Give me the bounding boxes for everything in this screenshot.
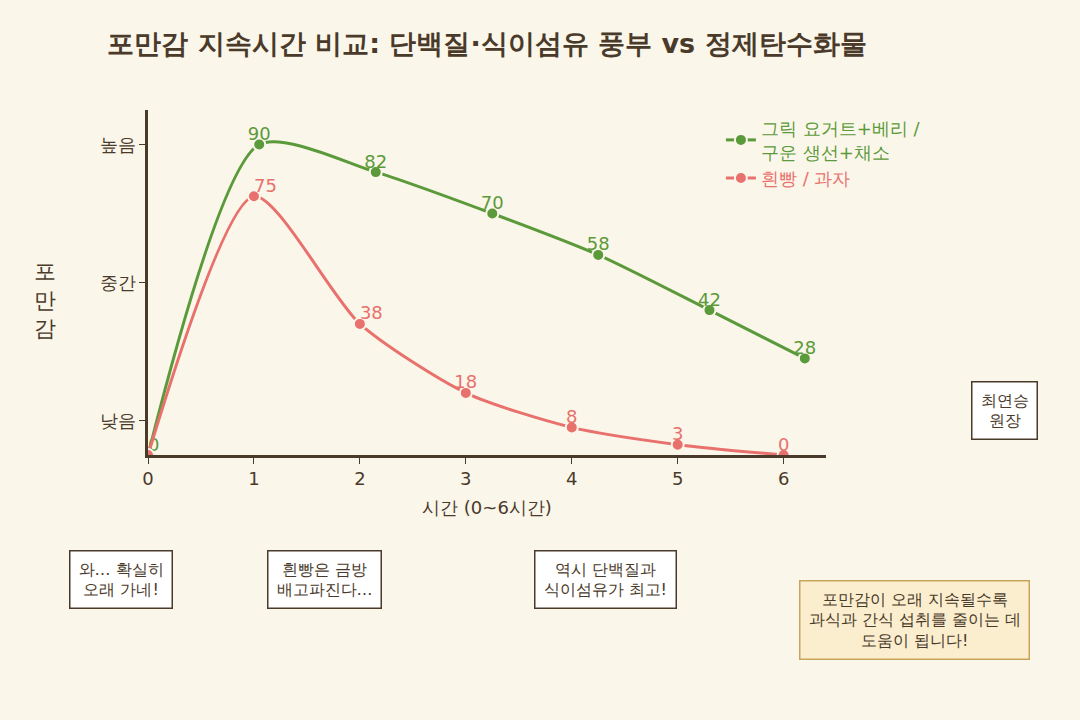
svg-text:8: 8	[566, 406, 577, 427]
svg-text:포만감: 포만감	[34, 259, 56, 341]
svg-text:1: 1	[248, 468, 259, 489]
svg-text:최연승원장: 최연승원장	[981, 391, 1029, 431]
svg-text:4: 4	[566, 468, 577, 489]
svg-text:38: 38	[360, 302, 383, 323]
svg-text:2: 2	[354, 468, 365, 489]
svg-text:흰빵 / 과자: 흰빵 / 과자	[761, 168, 851, 189]
svg-text:그릭 요거트+베리 /구운 생선+채소: 그릭 요거트+베리 /구운 생선+채소	[761, 118, 921, 162]
svg-text:0: 0	[778, 434, 789, 455]
svg-text:28: 28	[793, 337, 816, 358]
svg-text:중간: 중간	[100, 272, 136, 293]
svg-text:역시 단백질과식이섬유가 최고!: 역시 단백질과식이섬유가 최고!	[544, 560, 668, 600]
svg-text:5: 5	[672, 468, 683, 489]
svg-text:6: 6	[778, 468, 789, 489]
svg-text:18: 18	[454, 371, 477, 392]
svg-text:42: 42	[698, 289, 721, 310]
svg-text:높음: 높음	[100, 134, 136, 155]
svg-text:82: 82	[364, 151, 387, 172]
svg-text:낮음: 낮음	[100, 410, 136, 431]
svg-text:75: 75	[254, 175, 277, 196]
svg-text:포만감 지속시간 비교: 단백질·식이섬유 풍부 vs 정제: 포만감 지속시간 비교: 단백질·식이섬유 풍부 vs 정제탄수화물	[107, 28, 866, 59]
svg-text:3: 3	[460, 468, 471, 489]
svg-text:흰빵은 금방배고파진다…: 흰빵은 금방배고파진다…	[277, 560, 373, 600]
svg-text:90: 90	[248, 123, 271, 144]
svg-text:0: 0	[148, 434, 159, 455]
svg-text:3: 3	[672, 423, 683, 444]
svg-text:70: 70	[481, 192, 504, 213]
svg-text:와… 확실히오래 가네!: 와… 확실히오래 가네!	[79, 560, 164, 600]
svg-text:포만감이 오래 지속될수록과식과 간식 섭취를 줄이는 데도: 포만감이 오래 지속될수록과식과 간식 섭취를 줄이는 데도움이 됩니다!	[809, 590, 1021, 651]
svg-text:58: 58	[587, 233, 610, 254]
svg-text:시간 (0~6시간): 시간 (0~6시간)	[422, 497, 552, 518]
svg-text:0: 0	[142, 468, 153, 489]
